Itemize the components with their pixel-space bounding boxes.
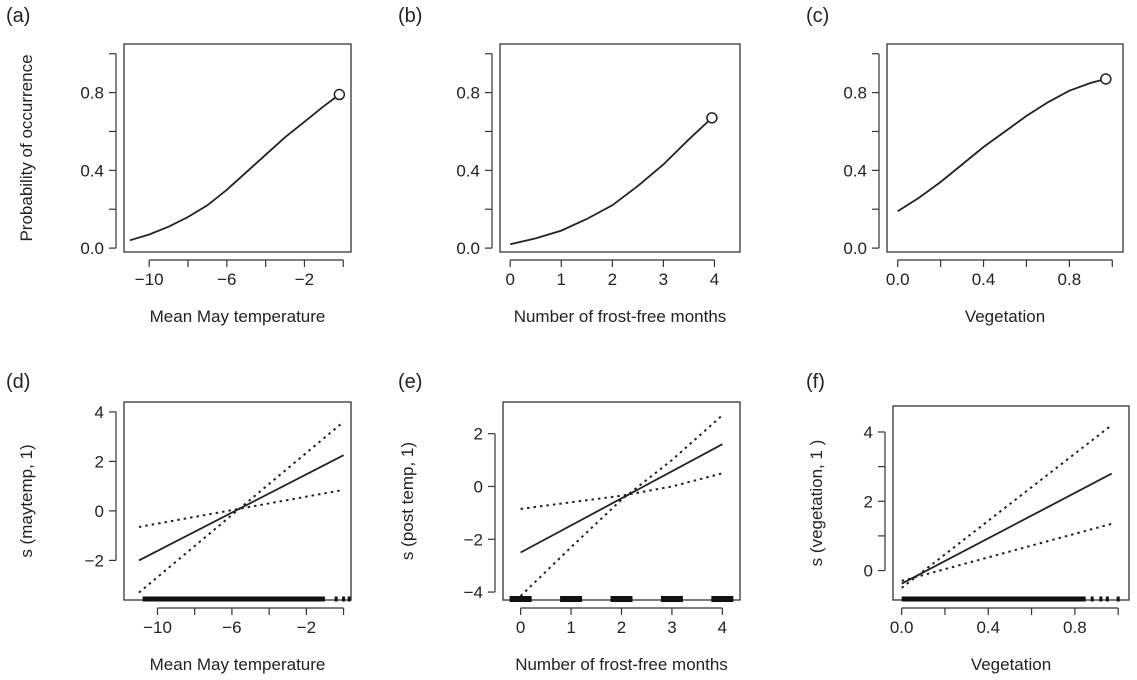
panel-b: (b) 0 1 2 3 4 0.0 0.4 0.8 Number of frost-free mo… — [398, 5, 741, 326]
fitted-line — [129, 93, 340, 242]
y-tick-label: 4 — [95, 403, 104, 422]
endpoint-marker — [706, 112, 718, 124]
x-tick-label: −6 — [217, 270, 236, 289]
panel-label: (b) — [398, 5, 422, 27]
x-tick-label: 1 — [566, 618, 575, 637]
plot-frame — [886, 43, 1124, 253]
y-tick-label: 0.8 — [80, 84, 104, 103]
y-tick-label: 2 — [474, 425, 483, 444]
y-tick-label: 0.0 — [843, 239, 867, 258]
y-axis-label: s (maytemp, 1) — [17, 444, 36, 557]
x-tick-label: 0.4 — [972, 270, 996, 289]
x-tick-label: 2 — [617, 618, 626, 637]
y-tick-label: 0 — [95, 502, 104, 521]
plot-frame — [123, 43, 352, 253]
y-axis-label: s (post temp, 1) — [398, 442, 417, 560]
fitted-line — [510, 117, 713, 246]
y-tick-label: −2 — [464, 530, 483, 549]
fitted-line — [901, 472, 1113, 585]
x-tick-label: 3 — [659, 270, 668, 289]
y-tick-label: 2 — [864, 492, 873, 511]
y-tick-label: 4 — [864, 423, 873, 442]
x-axis-label: Number of frost-free months — [514, 307, 727, 326]
x-tick-label: 0 — [516, 618, 525, 637]
fitted-line — [897, 78, 1107, 212]
x-tick-label: 0.0 — [890, 618, 914, 637]
panel-label: (f) — [806, 371, 825, 393]
y-axis-label: Probability of occurrence — [17, 54, 36, 241]
y-tick-label: −2 — [85, 551, 104, 570]
plot-frame — [123, 401, 352, 601]
y-tick-label: 0.4 — [843, 161, 867, 180]
panel-label: (a) — [6, 5, 30, 27]
y-tick-label: 2 — [95, 452, 104, 471]
panel-label: (c) — [806, 5, 829, 27]
x-tick-label: −2 — [297, 618, 316, 637]
x-tick-label: −10 — [143, 618, 172, 637]
confidence-band-line — [519, 414, 724, 597]
panel-d: (d) −10 −6 −2 −2 0 2 4 Mean May temperature s (ma… — [6, 371, 352, 674]
x-tick-label: 4 — [710, 270, 719, 289]
x-tick-label: 0 — [505, 270, 514, 289]
panel-f: (f) 0.0 0.4 0.8 0 2 4 Vegetation s (vegetation, … — [806, 371, 1130, 674]
y-tick-label: −4 — [464, 583, 483, 602]
x-axis-label: Vegetation — [965, 307, 1045, 326]
confidence-band-line — [901, 424, 1113, 589]
x-axis-label: Mean May temperature — [150, 307, 326, 326]
y-tick-label: 0.8 — [456, 84, 480, 103]
panel-c: (c) 0.0 0.4 0.8 0.0 0.4 0.8 Vegetation — [806, 5, 1124, 326]
x-tick-label: −6 — [222, 618, 241, 637]
endpoint-marker — [333, 88, 346, 101]
confidence-band-line — [901, 522, 1112, 582]
x-tick-label: 0.8 — [1058, 270, 1082, 289]
y-tick-label: 0.4 — [456, 161, 480, 180]
x-tick-label: 3 — [667, 618, 676, 637]
x-tick-label: 0.4 — [976, 618, 1000, 637]
y-tick-label: 0.0 — [80, 239, 104, 258]
x-tick-label: −10 — [135, 270, 164, 289]
x-tick-label: −2 — [295, 270, 314, 289]
panel-e: (e) 0 1 2 3 4 −4 −2 0 2 Number of frost-free month… — [398, 371, 741, 674]
panel-label: (e) — [398, 371, 422, 393]
x-tick-label: 4 — [718, 618, 727, 637]
endpoint-marker — [1100, 73, 1112, 85]
x-axis-label: Vegetation — [971, 655, 1051, 674]
y-tick-label: 0 — [474, 477, 483, 496]
x-axis-label: Number of frost-free months — [515, 655, 728, 674]
x-tick-label: 0.0 — [886, 270, 910, 289]
x-axis-label: Mean May temperature — [150, 655, 326, 674]
x-tick-label: 2 — [608, 270, 617, 289]
panel-label: (d) — [6, 371, 30, 393]
y-tick-label: 0.4 — [80, 161, 104, 180]
y-tick-label: 0.0 — [456, 239, 480, 258]
x-tick-label: 0.8 — [1063, 618, 1087, 637]
confidence-band-line — [520, 472, 723, 510]
fitted-line — [520, 443, 723, 554]
y-axis-label: s (vegetation, 1 ) — [807, 440, 826, 567]
confidence-band-line — [138, 421, 345, 594]
panel-a: (a) −10 −6 −2 0.0 0.4 0.8 Mean May temperature P… — [6, 5, 352, 326]
y-tick-label: 0.8 — [843, 84, 867, 103]
y-tick-label: 0 — [864, 562, 873, 581]
x-tick-label: 1 — [557, 270, 566, 289]
plot-frame — [499, 43, 741, 253]
